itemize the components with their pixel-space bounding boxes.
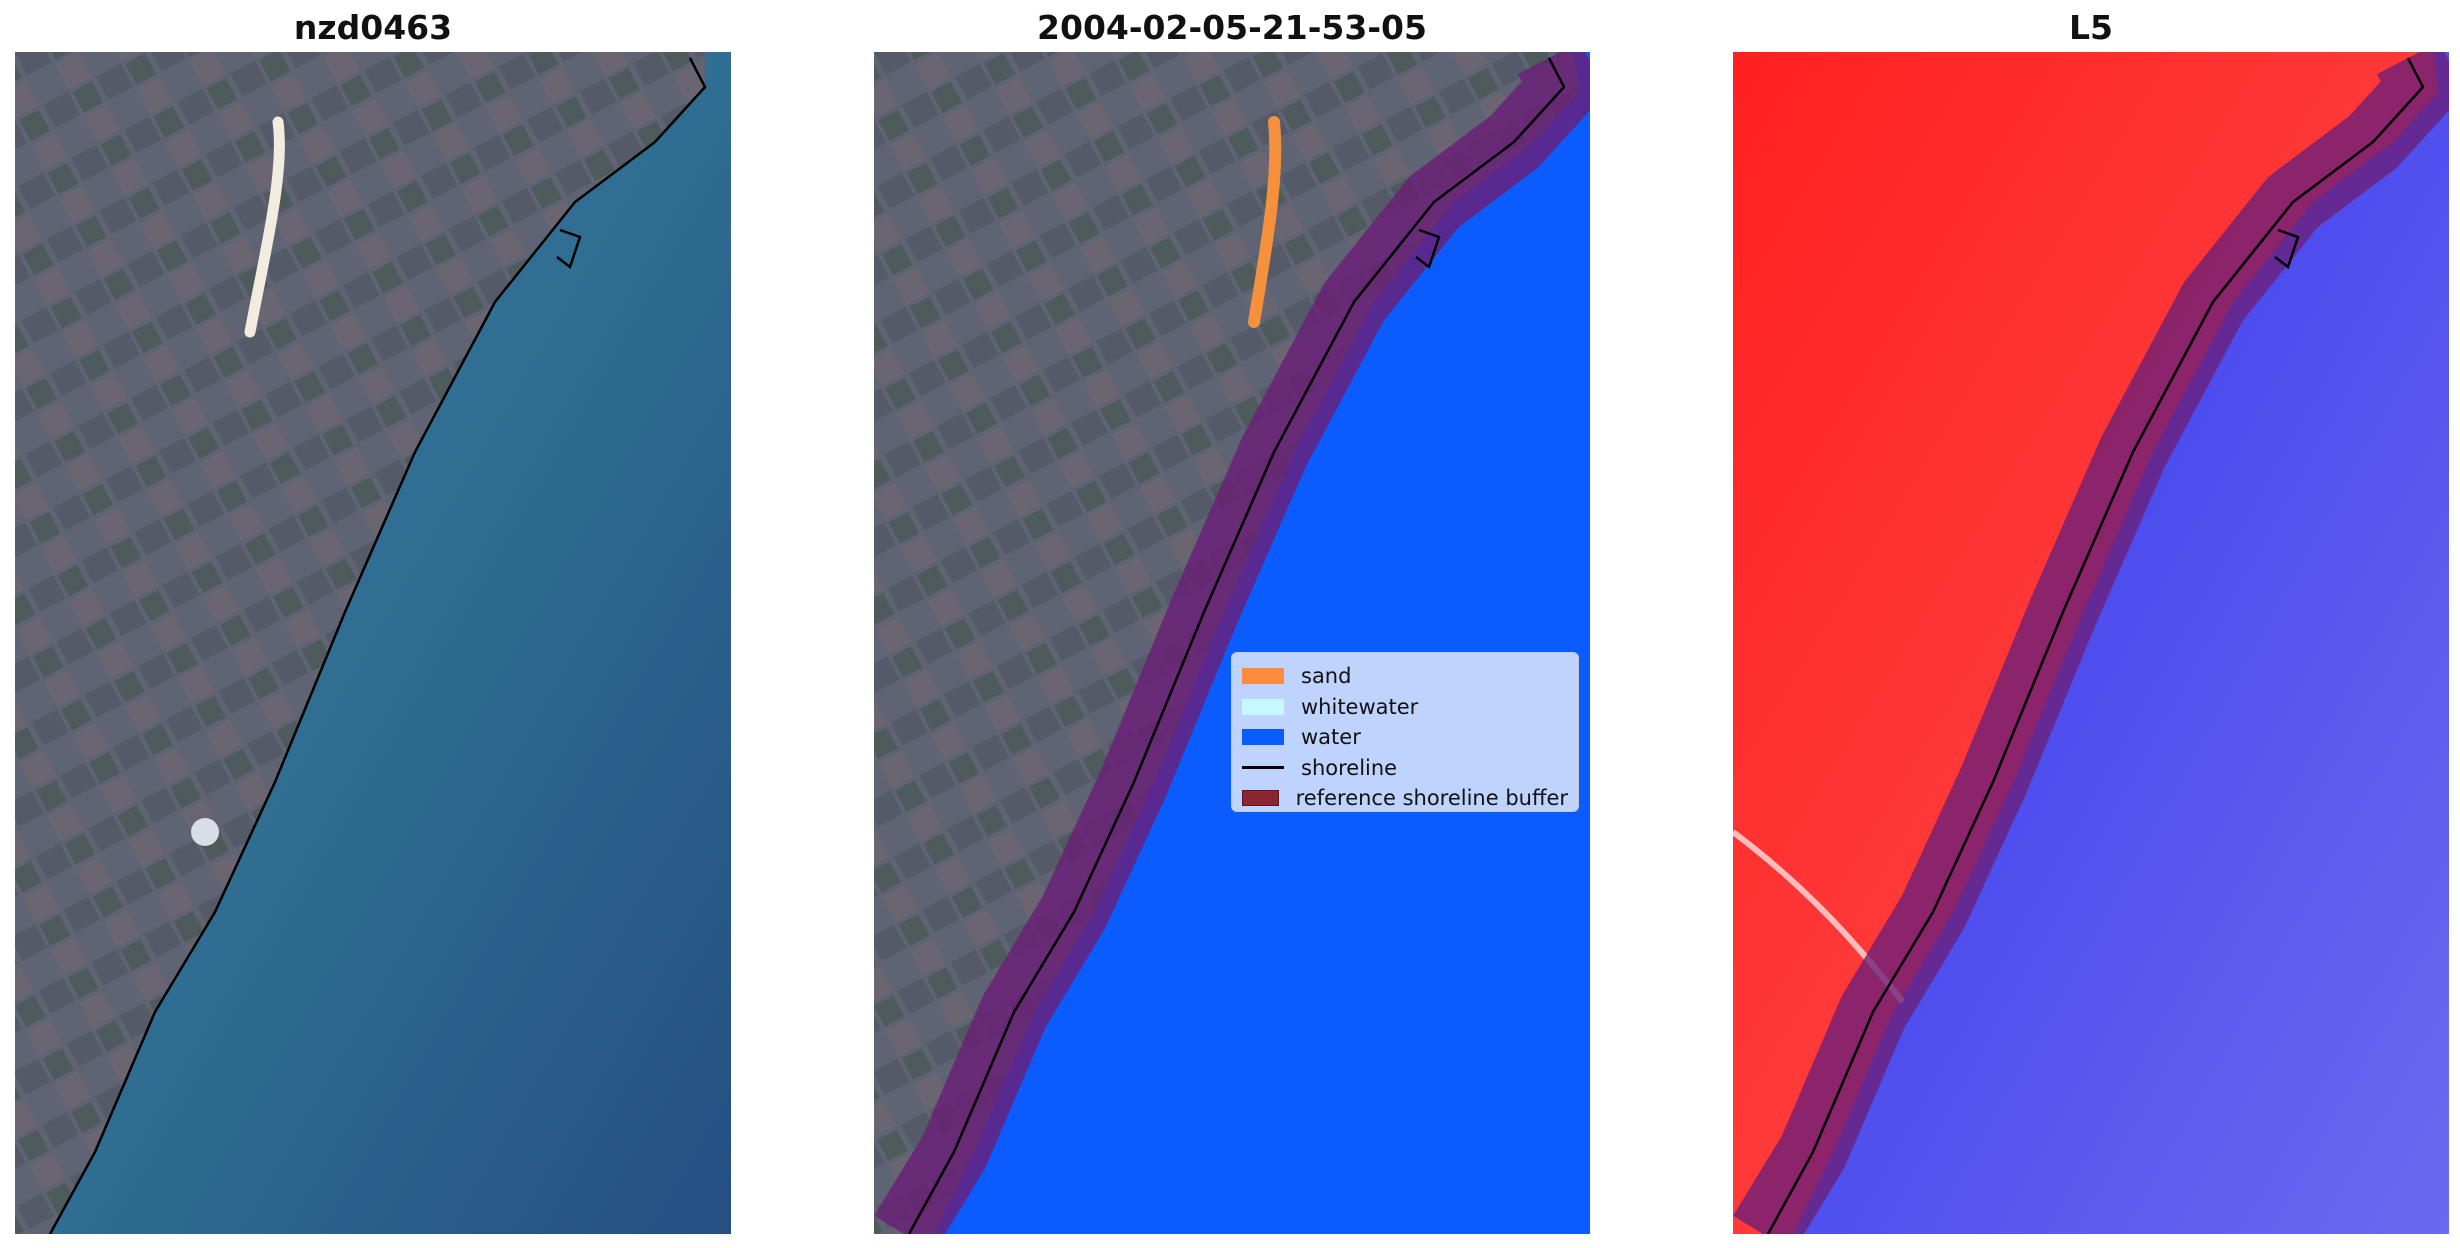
- sand-swatch: [1242, 668, 1284, 685]
- shoreline-segment: [1415, 228, 1441, 270]
- rgb-image: [15, 52, 731, 1234]
- panel-title-index: L5: [2069, 8, 2113, 47]
- legend: sand whitewater water shoreline referenc…: [1231, 652, 1579, 812]
- bright-spot: [191, 818, 219, 846]
- index-image: [1733, 52, 2449, 1234]
- classified-image: [874, 52, 1590, 1234]
- index-image-panel: [1733, 52, 2449, 1234]
- buffer-swatch: [1242, 790, 1279, 807]
- legend-item-sand: sand: [1242, 661, 1568, 692]
- legend-label: reference shoreline buffer: [1295, 786, 1568, 811]
- legend-item-water: water: [1242, 722, 1568, 753]
- shoreline: [907, 57, 1566, 1234]
- panel-title-classified: 2004-02-05-21-53-05: [1037, 8, 1427, 47]
- legend-label: shoreline: [1301, 755, 1398, 780]
- shoreline: [1766, 57, 2425, 1234]
- shoreline: [48, 57, 707, 1234]
- legend-label: water: [1301, 725, 1361, 750]
- legend-item-whitewater: whitewater: [1242, 692, 1568, 723]
- shoreline-line-swatch: [1242, 766, 1284, 770]
- water-swatch: [1242, 729, 1284, 746]
- legend-label: sand: [1301, 664, 1352, 689]
- shoreline-segment: [556, 228, 582, 270]
- sand-dune: [244, 116, 285, 338]
- legend-item-shoreline: shoreline: [1242, 753, 1568, 784]
- ocean-area: [50, 52, 731, 1234]
- whitewater-swatch: [1242, 698, 1284, 715]
- rgb-image-panel: [15, 52, 731, 1234]
- shoreline-segment: [2274, 228, 2300, 270]
- sand-class: [1248, 116, 1282, 328]
- legend-item-buffer: reference shoreline buffer: [1242, 783, 1568, 814]
- legend-label: whitewater: [1301, 694, 1419, 719]
- classified-image-panel: [874, 52, 1590, 1234]
- panel-title-image: nzd0463: [293, 8, 453, 47]
